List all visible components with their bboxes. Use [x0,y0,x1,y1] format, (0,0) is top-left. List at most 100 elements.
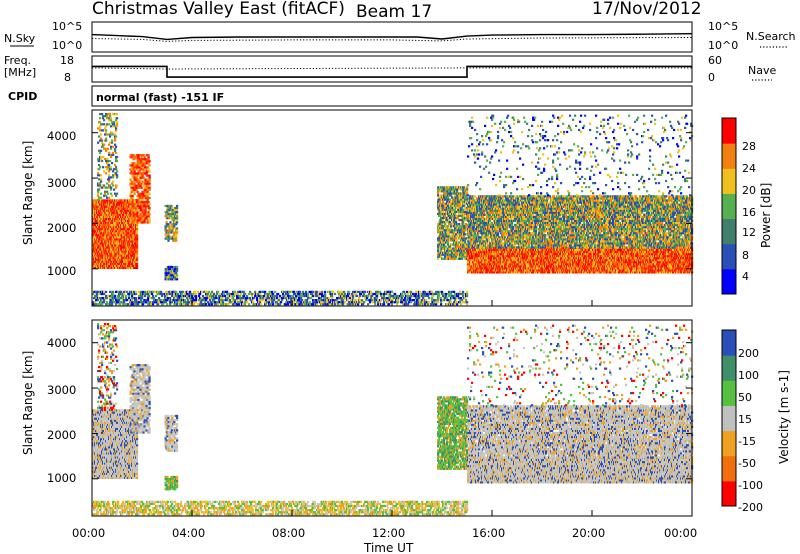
power-cell-4275 [455,233,457,235]
power-cell-3865 [439,201,441,203]
power-cell-2159 [149,177,151,179]
power-cell-3793 [466,291,468,293]
power-cell-2454 [112,293,114,295]
power-cell-1901 [137,209,139,211]
power-cell-3013 [259,301,261,303]
power-cell-1498 [136,263,138,265]
power-cell-2710 [178,301,180,303]
power-cell-2201 [167,215,169,217]
power-cell-3467 [377,301,379,303]
power-cell-3597 [413,299,415,301]
power-cell-2429 [105,291,107,293]
power-cell-3159 [296,291,298,293]
power-cell-2781 [194,291,196,293]
power-cell-3415 [361,301,363,303]
power-cell-4246 [454,227,456,229]
power-cell-3037 [265,293,267,295]
power-cell-2667 [168,299,170,301]
power-cell-2336 [169,268,171,270]
power-cell-1800 [132,195,134,197]
power-cell-4078 [447,197,449,199]
power-cell-1710 [113,123,115,125]
power-cell-2498 [123,301,125,303]
power-cell-1704 [112,133,114,135]
power-cell-2071 [145,207,147,209]
power-cell-2428 [105,295,107,297]
power-cell-3482 [382,297,384,299]
power-cell-3454 [374,303,376,305]
power-cell-3182 [301,293,303,295]
power-cell-4141 [450,231,452,233]
power-cell-3582 [408,291,410,293]
power-cell-1535 [97,184,99,186]
power-cell-1605 [103,119,105,121]
power-cell-2635 [158,291,160,293]
power-cell-2290 [176,231,178,233]
power-cell-1716 [114,150,116,152]
power-cell-3531 [394,293,396,295]
power-cell-1654 [108,170,110,172]
power-cell-3463 [376,295,378,297]
power-cell-3382 [352,291,354,293]
power-cell-1952 [139,168,141,170]
power-cell-2953 [240,293,242,295]
power-cell-2859 [216,293,218,295]
power-cell-3969 [443,197,445,199]
power-cell-1685 [110,119,112,121]
power-cell-1824 [133,187,135,189]
power-cell-1513 [136,232,138,234]
power-cell-1582 [101,187,103,189]
power-cell-1674 [110,187,112,189]
power-cell-1962 [140,205,142,207]
power-cell-2789 [198,299,200,301]
power-cell-2767 [191,295,193,297]
power-cell-3612 [417,303,419,305]
power-cell-2932 [234,291,236,293]
power-cell-2012 [142,197,144,199]
power-cell-3252 [319,291,321,293]
freq-right-tick-bottom: 0 [708,71,715,84]
power-cell-1562 [99,152,101,154]
power-cell-3713 [443,293,445,295]
power-cell-2158 [149,179,151,181]
power-cell-2750 [187,291,189,293]
power-cell-1544 [98,197,100,199]
power-cell-3663 [428,293,430,295]
power-cell-1853 [134,175,136,177]
power-cell-4094 [448,233,450,235]
power-cell-3875 [440,246,442,248]
power-cell-4304 [456,225,458,227]
power-cell-3145 [293,291,295,293]
power-cell-2705 [176,295,178,297]
power-cell-4222 [453,219,455,221]
power-cell-1601 [103,170,105,172]
power-cell-1586 [101,140,103,142]
power-cell-3696 [438,295,440,297]
power-cell-1515 [136,228,138,230]
power-cell-2680 [171,295,173,297]
power-cell-3678 [433,301,435,303]
power-cell-2948 [239,297,241,299]
power-cell-3211 [309,301,311,303]
power-cell-2717 [179,291,181,293]
power-cell-3589 [410,291,412,293]
power-cell-2660 [166,303,168,305]
power-cell-4039 [446,221,448,223]
noise-left-tick-top: 10^5 [52,20,82,33]
power-cell-3457 [374,297,376,299]
power-cell-1859 [134,158,136,160]
power-cell-2910 [229,293,231,295]
power-cell-1499 [136,261,138,263]
nsky-label: N.Sky [4,32,36,45]
power-cell-1999 [141,156,143,158]
power-cell-1739 [115,119,117,121]
power-cell-1651 [108,178,110,180]
power-cell-1745 [116,174,118,176]
power-cell-2813 [204,301,206,303]
power-cell-1782 [131,187,133,189]
power-cell-3638 [422,293,424,295]
power-cell-2822 [206,297,208,299]
power-cell-3204 [307,297,309,299]
power-cell-1753 [116,113,118,115]
power-cell-1707 [112,113,114,115]
